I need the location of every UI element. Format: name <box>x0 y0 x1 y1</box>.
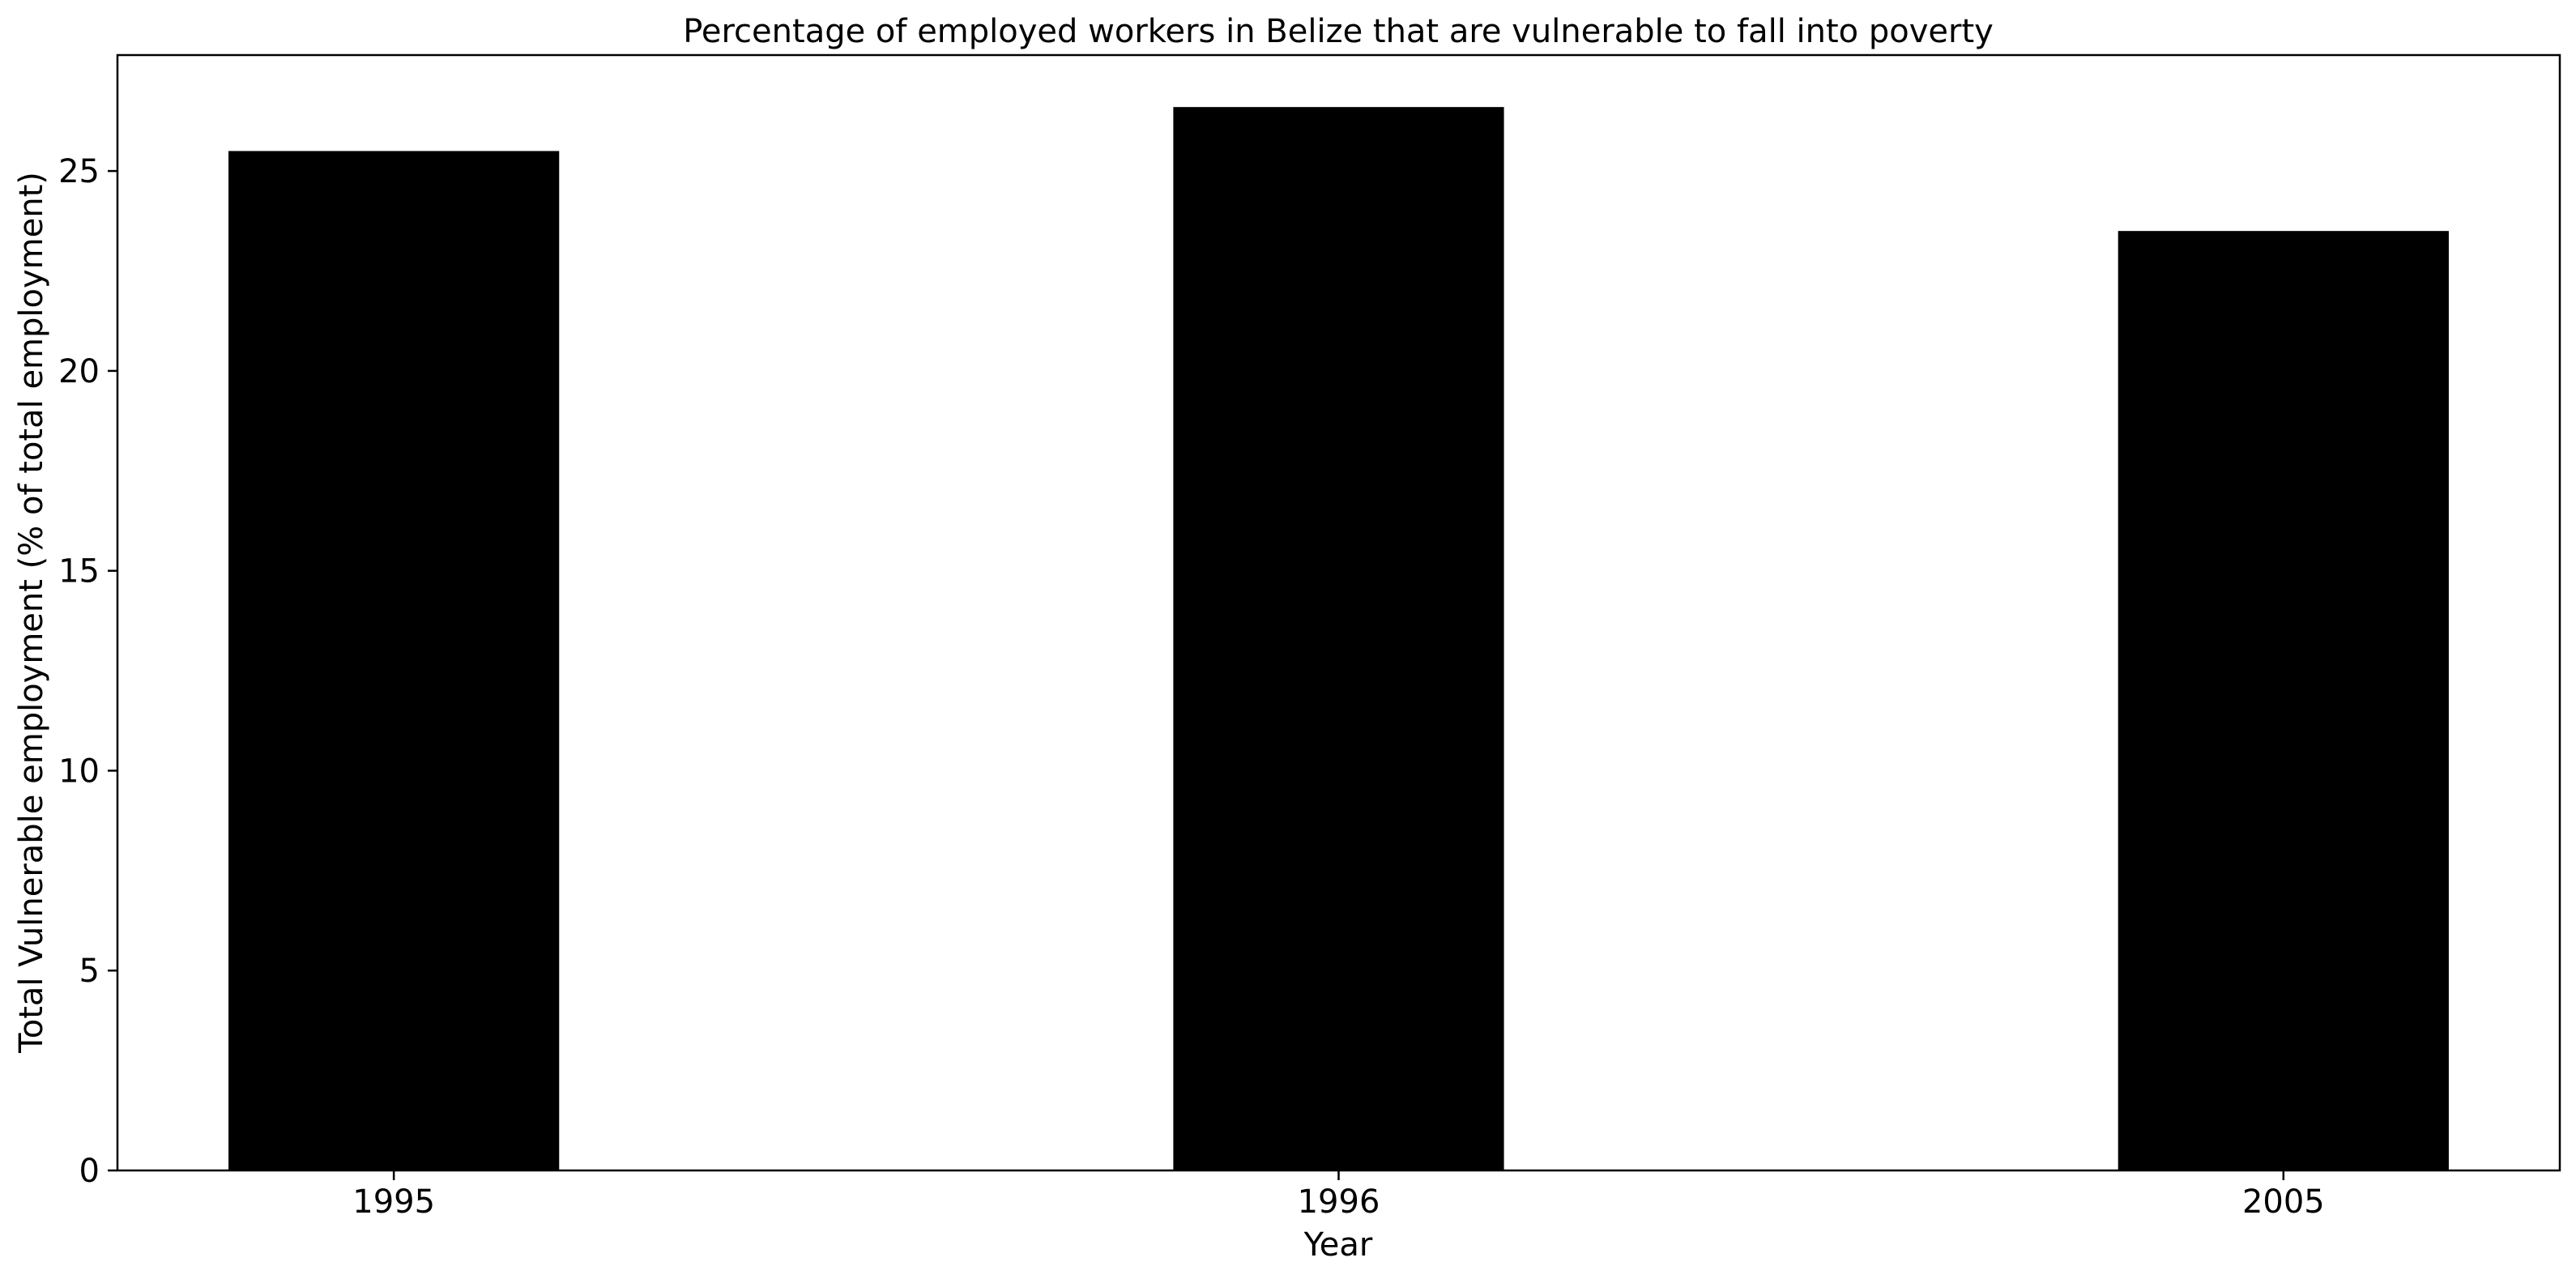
y-tick-label-5: 5 <box>79 953 100 990</box>
plot-area <box>116 53 2561 1172</box>
y-tick-label-25: 25 <box>58 153 100 190</box>
y-tick-label-20: 20 <box>58 353 100 390</box>
chart-title: Percentage of employed workers in Belize… <box>683 13 1994 50</box>
bars <box>228 107 2449 1171</box>
x-tick-label-2005: 2005 <box>2242 1183 2325 1221</box>
bar-1995 <box>228 151 560 1170</box>
y-axis: 0 5 10 15 20 25 <box>58 153 117 1190</box>
y-tick-label-10: 10 <box>58 752 100 790</box>
x-tick-label-1996: 1996 <box>1298 1183 1380 1221</box>
y-axis-label: Total Vulnerable employment (% of total … <box>13 172 50 1054</box>
bar-2005 <box>2118 231 2449 1171</box>
x-axis: 1995 1996 2005 <box>352 1170 2325 1221</box>
x-axis-label: Year <box>1303 1226 1373 1264</box>
x-tick-label-1995: 1995 <box>352 1183 435 1221</box>
y-tick-label-0: 0 <box>79 1153 100 1190</box>
y-tick-label-15: 15 <box>58 553 100 590</box>
bar-1996 <box>1173 107 1504 1171</box>
